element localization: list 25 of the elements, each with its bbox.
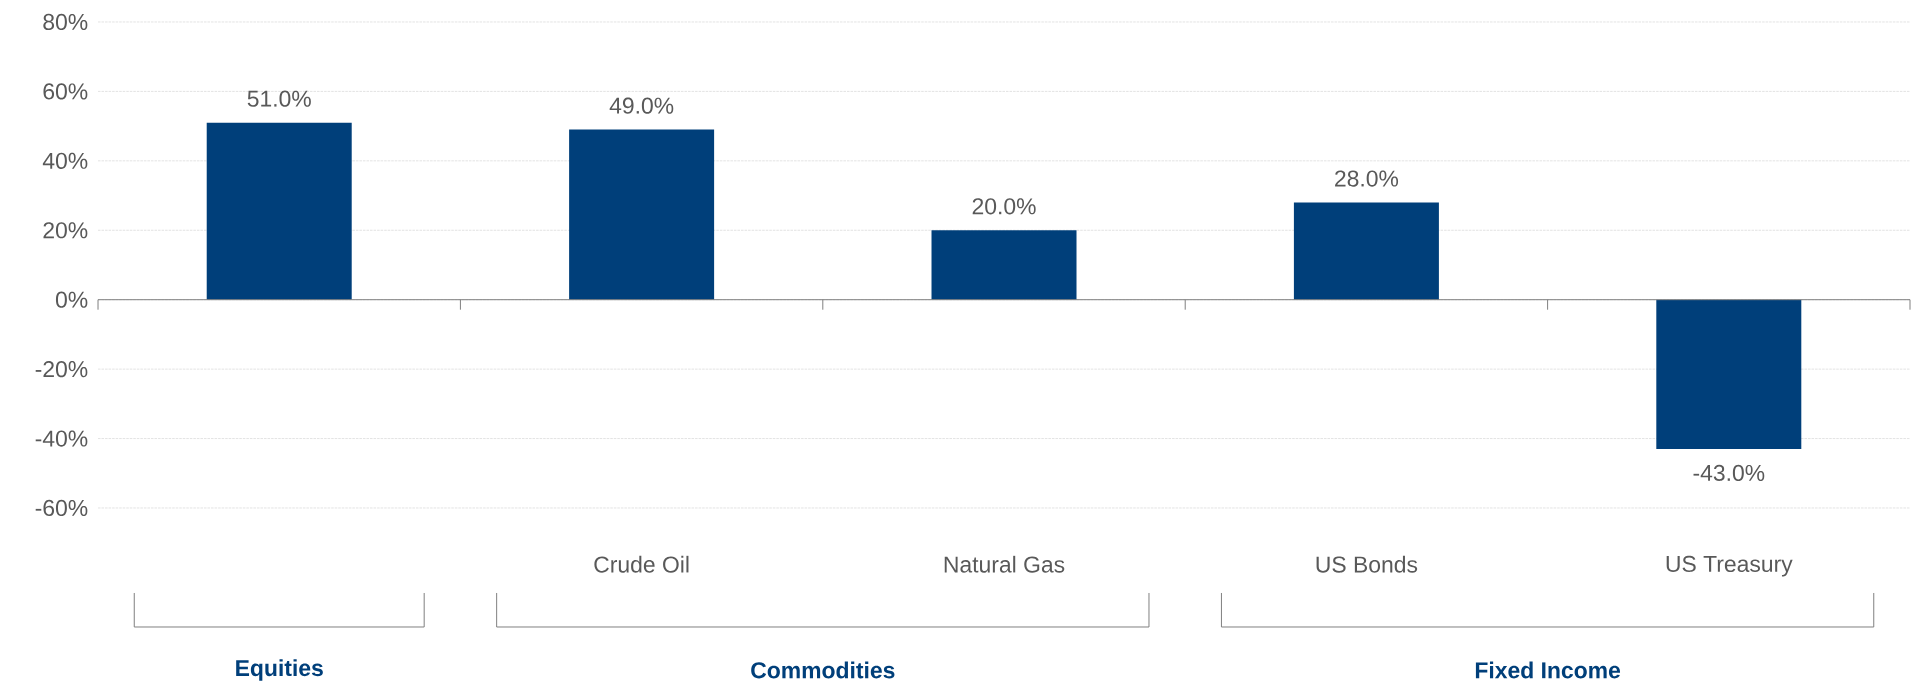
y-tick-label: 20% bbox=[43, 222, 88, 239]
bar bbox=[569, 129, 715, 300]
x-tick-label: Natural Gas bbox=[944, 555, 1065, 573]
x-tick-label: Crude Oil bbox=[594, 555, 689, 573]
y-tick-label: 0% bbox=[55, 291, 88, 308]
data-label: 49.0% bbox=[609, 97, 674, 114]
y-tick-label: -20% bbox=[35, 361, 88, 378]
data-label: 28.0% bbox=[1335, 170, 1399, 187]
y-tick-label: 60% bbox=[43, 83, 88, 100]
y-tick-label: 80% bbox=[43, 13, 88, 31]
data-label: 51.0% bbox=[247, 90, 311, 107]
bar bbox=[1293, 202, 1439, 300]
bar bbox=[931, 230, 1077, 300]
y-tick-label: -60% bbox=[35, 499, 88, 517]
text: Equities bbox=[236, 659, 323, 681]
data-label: -43.0% bbox=[1693, 464, 1765, 482]
bar bbox=[1656, 299, 1802, 449]
x-tick-label: US Bonds bbox=[1316, 555, 1418, 573]
data-label: 20.0% bbox=[972, 198, 1036, 215]
text: Commodities bbox=[751, 661, 895, 679]
y-tick-label: 40% bbox=[42, 152, 88, 169]
y-tick-label: -40% bbox=[35, 430, 88, 447]
x-tick-label: US Treasury bbox=[1666, 555, 1793, 577]
text: Fixed Income bbox=[1475, 661, 1621, 679]
bar bbox=[206, 122, 352, 300]
